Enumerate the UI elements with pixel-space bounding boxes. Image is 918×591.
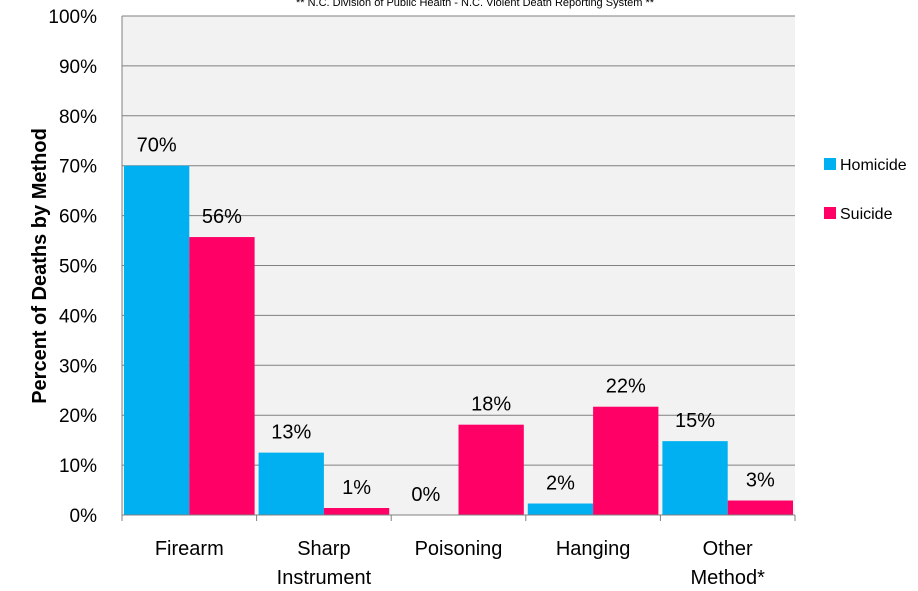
source-note: ** N.C. Division of Public Health - N.C.… bbox=[296, 0, 655, 9]
bar-suicide bbox=[458, 424, 524, 515]
bar-homicide bbox=[258, 452, 324, 515]
y-tick-label: 80% bbox=[59, 107, 97, 128]
bar-suicide bbox=[593, 406, 659, 515]
x-tick-label: Poisoning bbox=[415, 538, 503, 560]
y-tick-label: 90% bbox=[59, 57, 97, 78]
bar-suicide bbox=[189, 237, 255, 515]
y-tick-label: 40% bbox=[59, 306, 97, 327]
x-tick-label: Sharp Instrument bbox=[277, 538, 372, 589]
data-label: 13% bbox=[271, 422, 311, 444]
data-labels: 70% 13% 0% 2% 15% 56% 1% 18% 22% 3% bbox=[137, 135, 775, 506]
y-tick-label: 100% bbox=[48, 7, 97, 28]
x-tick-label: Other Method* bbox=[690, 538, 765, 589]
legend: Homicide Suicide bbox=[824, 157, 907, 223]
data-label: 2% bbox=[546, 473, 575, 495]
legend-label: Suicide bbox=[840, 206, 893, 223]
bar-homicide bbox=[124, 165, 190, 515]
y-tick-label: 50% bbox=[59, 257, 97, 278]
data-label: 22% bbox=[606, 376, 646, 398]
axes: 0% 10% 20% 30% 40% 50% 60% 70% 80% 90% 100% Firearm… bbox=[48, 7, 796, 589]
data-label: 0% bbox=[411, 484, 440, 506]
data-label: 18% bbox=[471, 394, 511, 416]
data-label: 70% bbox=[137, 135, 177, 157]
data-label: 15% bbox=[675, 410, 715, 432]
bar-homicide bbox=[662, 441, 728, 515]
bars bbox=[124, 165, 793, 515]
legend-swatch bbox=[824, 158, 836, 170]
data-label: 3% bbox=[746, 470, 775, 492]
y-tick-label: 10% bbox=[59, 456, 97, 477]
y-tick-label: 70% bbox=[59, 157, 97, 178]
bar-suicide bbox=[323, 508, 390, 515]
data-label: 56% bbox=[202, 206, 242, 228]
y-tick-label: 60% bbox=[59, 207, 97, 228]
bar-suicide bbox=[727, 500, 793, 515]
y-tick-label: 0% bbox=[70, 506, 98, 527]
y-tick-label: 30% bbox=[59, 356, 97, 377]
data-label: 1% bbox=[342, 477, 371, 499]
y-axis-label: Percent of Deaths by Method bbox=[29, 128, 51, 404]
y-tick-label: 20% bbox=[59, 406, 97, 427]
legend-swatch bbox=[824, 207, 836, 219]
legend-label: Homicide bbox=[840, 157, 907, 174]
bar-homicide bbox=[527, 503, 594, 515]
x-tick-label: Firearm bbox=[155, 538, 224, 560]
x-tick-label: Hanging bbox=[556, 538, 631, 560]
